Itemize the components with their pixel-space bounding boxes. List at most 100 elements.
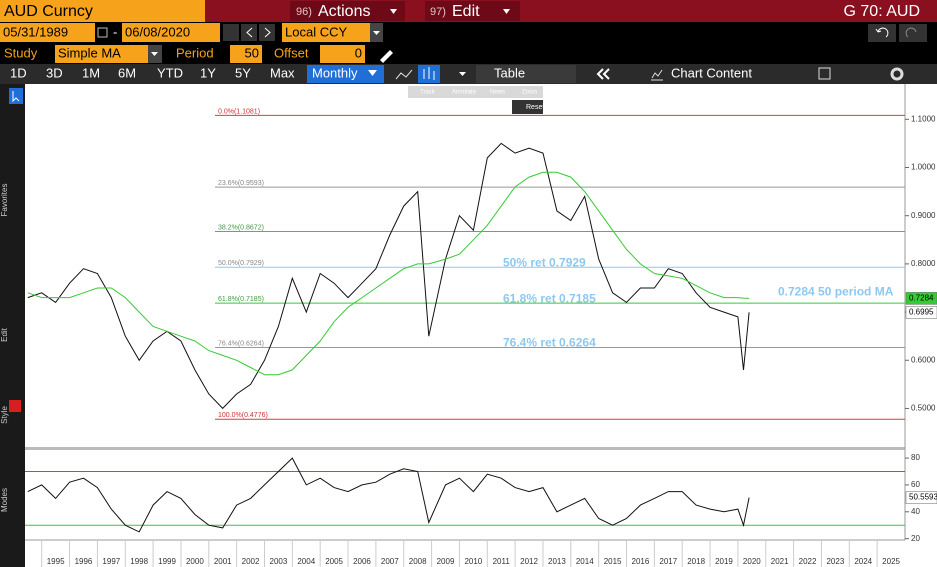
actions-num: 96) (296, 6, 312, 18)
y-tick-label: 1.1000 (911, 114, 936, 123)
x-tick-label: 2012 (520, 557, 538, 566)
color-tool[interactable] (9, 400, 21, 412)
pencil-icon[interactable] (380, 50, 393, 63)
undo-button[interactable] (868, 24, 896, 42)
plot: 0.50000.60000.70000.80000.90001.00001.10… (25, 108, 937, 567)
currency-box[interactable] (282, 23, 370, 42)
range-tab[interactable]: 6M (118, 65, 136, 80)
frequency-box[interactable] (307, 65, 384, 83)
period-box[interactable] (230, 45, 262, 63)
annotation: 76.4% ret 0.6264 (503, 336, 596, 350)
range-tab[interactable]: 1D (10, 65, 27, 80)
actions-button[interactable] (290, 1, 405, 21)
x-tick-label: 2000 (186, 557, 204, 566)
table: Table (494, 65, 525, 80)
x-tick-label: 2003 (270, 557, 288, 566)
study-box[interactable] (55, 45, 148, 63)
dropdown-arrow (390, 9, 397, 14)
x-tick-label: 2009 (437, 557, 455, 566)
start-date: 05/31/1989 (3, 24, 68, 39)
next-button[interactable] (259, 24, 275, 41)
side-label: Modes (0, 488, 9, 512)
settings-icon[interactable] (890, 67, 904, 81)
end-date-box[interactable] (122, 23, 220, 42)
edit-label: Edit (452, 3, 480, 20)
level-label: 50.0%(0.7929) (218, 260, 264, 267)
range-tab[interactable]: 3D (46, 65, 63, 80)
annotation: 61.8% ret 0.7185 (503, 291, 596, 305)
range-tabs: 1D 3D 1M 6M YTD 1Y 5Y Max (10, 65, 295, 80)
x-tick-label: 2006 (353, 557, 371, 566)
y-tick-label: 0.5000 (911, 404, 936, 413)
study-label: Study (4, 45, 38, 60)
calendar-button[interactable] (223, 24, 239, 41)
edit-button[interactable] (425, 1, 520, 21)
currency: Local CCY (285, 24, 347, 39)
side-toolbar (0, 84, 25, 567)
y-tick-label: 60 (911, 480, 920, 489)
x-tick-label: 2008 (409, 557, 427, 566)
chart-content-icon (651, 69, 663, 81)
undo-icon (875, 27, 889, 38)
last-value-label: 50.5593 (909, 493, 937, 502)
x-tick-label: 1998 (130, 557, 148, 566)
last-value-box (905, 491, 937, 504)
x-tick-label: 2001 (214, 557, 232, 566)
chart-content[interactable]: Chart Content (671, 65, 752, 80)
level-label: 38.2%(0.8672) (218, 224, 264, 231)
range-tab[interactable]: Max (270, 65, 295, 80)
side-label: Edit (0, 327, 9, 342)
y-tick-label: 0.6000 (911, 355, 936, 364)
annotation: 50% ret 0.7929 (503, 255, 586, 269)
table-button[interactable] (476, 65, 576, 83)
x-tick-label: 2013 (548, 557, 566, 566)
level-label: 100.0%(0.4776) (218, 412, 268, 419)
x-tick-label: 2007 (381, 557, 399, 566)
range-tab[interactable]: 1M (82, 65, 100, 80)
tool[interactable]: Track (420, 90, 436, 96)
tool[interactable]: Zoom (522, 90, 537, 96)
y-tick-label: 40 (911, 507, 920, 516)
prev-button[interactable] (241, 24, 257, 41)
ticker-box[interactable] (0, 0, 205, 22)
x-tick-label: 2014 (576, 557, 594, 566)
next-icon (264, 27, 271, 38)
y-tick-label: 1.0000 (911, 163, 936, 172)
period: 50 (245, 45, 259, 60)
level-label: 61.8%(0.7185) (218, 296, 264, 303)
side-label: Favorites (0, 184, 9, 217)
dropdown-arrow[interactable] (459, 72, 466, 76)
series-line (27, 171, 750, 376)
tool[interactable]: News (490, 90, 505, 96)
x-tick-label: 1996 (75, 557, 93, 566)
y-tick-label: 80 (911, 453, 920, 462)
series-line (27, 457, 750, 533)
x-tick-label: 2004 (297, 557, 315, 566)
pointer-tool[interactable] (9, 88, 23, 104)
reset-button[interactable] (512, 100, 543, 114)
range-tab[interactable]: 1Y (200, 65, 216, 80)
x-tick-label: 2021 (771, 557, 789, 566)
calendar-icon[interactable] (97, 27, 108, 38)
edit-icon[interactable] (818, 67, 831, 80)
prev-icon (246, 27, 253, 38)
x-tick-label: 2024 (854, 557, 872, 566)
x-tick-label: 2015 (604, 557, 622, 566)
tools: Track Annotate News Zoom (420, 90, 537, 96)
offset-box[interactable] (320, 45, 365, 63)
tool[interactable]: Annotate (452, 90, 477, 96)
range-tab[interactable]: 5Y (235, 65, 251, 80)
start-date-box[interactable] (0, 23, 95, 42)
collapse-icon[interactable] (596, 68, 610, 80)
period-label: Period (176, 45, 214, 60)
y-tick-label: 20 (911, 534, 920, 543)
dropdown-arrow (373, 31, 380, 35)
panel-divider[interactable] (25, 447, 905, 450)
redo-icon (905, 27, 917, 38)
range-tab[interactable]: YTD (157, 65, 183, 80)
dropdown-arrow (368, 70, 377, 76)
redo-button[interactable] (899, 24, 927, 42)
x-tick-label: 2017 (659, 557, 677, 566)
line-chart-icon[interactable] (395, 69, 413, 80)
